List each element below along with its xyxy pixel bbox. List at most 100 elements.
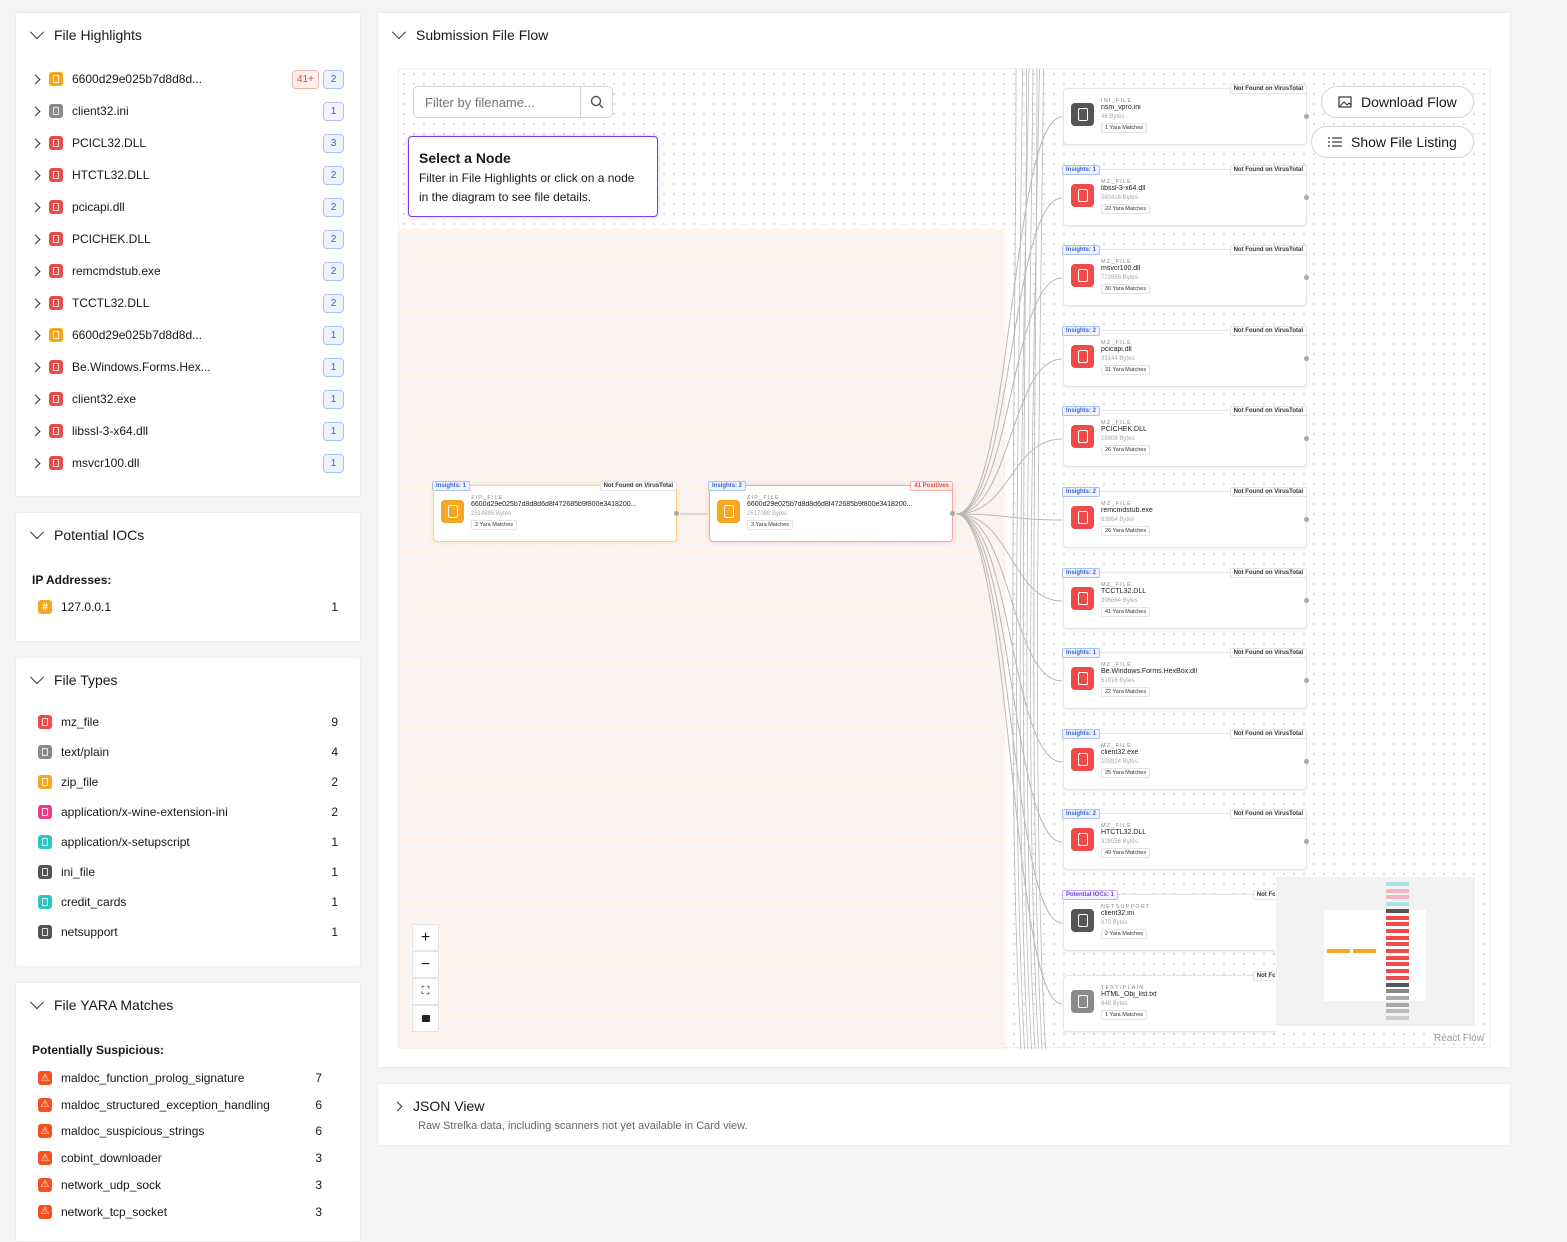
flow-edge	[955, 513, 1063, 843]
flow-edge	[955, 197, 1063, 515]
file-type-item[interactable]: ini_file 1	[38, 862, 338, 882]
fit-view-button[interactable]: ⛶	[412, 978, 439, 1005]
insights-tag: Insights: 2	[1062, 406, 1101, 416]
insights-tag: Insights: 2	[1062, 326, 1101, 336]
flow-node[interactable]: Insights: 2 Not Found on VirusTotal MZ_F…	[1062, 326, 1309, 387]
chevron-right-icon	[30, 106, 41, 116]
node-handle[interactable]	[1304, 275, 1309, 280]
flow-edge	[955, 277, 1063, 515]
file-highlight-item[interactable]: 6600d29e025b7d8d8d... 41+ 2	[30, 68, 344, 90]
warning-icon: ⚠	[38, 1177, 52, 1192]
flow-node[interactable]: Insights: 1 Not Found on VirusTotal MZ_F…	[1062, 648, 1309, 709]
file-highlight-item[interactable]: pcicapi.dll 2	[30, 196, 344, 218]
node-handle[interactable]	[1304, 436, 1309, 441]
minimap[interactable]	[1276, 877, 1475, 1026]
node-handle[interactable]	[1304, 356, 1309, 361]
file-highlight-item[interactable]: client32.ini 1	[30, 100, 344, 122]
file-highlight-item[interactable]: libssl-3-x64.dll 1	[30, 420, 344, 442]
virustotal-tag: Not Found on VirusTotal	[1229, 406, 1307, 416]
count-badge: 3	[323, 133, 344, 153]
file-highlights-header[interactable]: File Highlights	[29, 25, 142, 43]
zoom-out-button[interactable]: −	[412, 951, 439, 978]
file-highlight-item[interactable]: HTCTL32.DLL 2	[30, 164, 344, 186]
file-type-item[interactable]: netsupport 1	[38, 922, 338, 942]
file-type-item[interactable]: zip_file 2	[38, 772, 338, 792]
filter-input[interactable]	[414, 87, 580, 117]
node-handle[interactable]	[1304, 678, 1309, 683]
file-highlight-item[interactable]: 6600d29e025b7d8d8d... 1	[30, 324, 344, 346]
file-type-icon	[1071, 828, 1094, 851]
zoom-in-button[interactable]: +	[412, 924, 439, 951]
file-highlight-item[interactable]: PCICHEK.DLL 2	[30, 228, 344, 250]
flow-node[interactable]: Insights: 2 Not Found on VirusTotal MZ_F…	[1062, 406, 1309, 467]
file-highlight-item[interactable]: TCCTL32.DLL 2	[30, 292, 344, 314]
node-handle[interactable]	[1304, 517, 1309, 522]
flow-node[interactable]: Insights: 2 Not Found on VirusTotal MZ_F…	[1062, 809, 1309, 870]
yara-matches-card: File YARA Matches Potentially Suspicious…	[15, 982, 361, 1242]
file-type-icon	[1071, 425, 1094, 448]
flow-node[interactable]: Insights: 1 Not Found on VirusTotal MZ_F…	[1062, 165, 1309, 226]
flow-edge	[955, 513, 1063, 1005]
file-highlight-item[interactable]: remcmdstub.exe 2	[30, 260, 344, 282]
flow-node[interactable]: Insights: 1 Not Found on VirusTotal MZ_F…	[1062, 729, 1309, 790]
file-type-item[interactable]: application/x-setupscript 1	[38, 832, 338, 852]
ip-addresses-label: IP Addresses:	[32, 573, 112, 587]
yara-match-item[interactable]: ⚠ network_tcp_socket 3	[38, 1202, 322, 1222]
yara-match-item[interactable]: ⚠ maldoc_suspicious_strings 6	[38, 1121, 322, 1141]
node-handle[interactable]	[1304, 598, 1309, 603]
download-flow-button[interactable]: Download Flow	[1321, 86, 1474, 118]
flow-node[interactable]: Not Found on VirusTotal INI_FILE nsm_vpr…	[1063, 84, 1309, 145]
node-handle[interactable]	[1304, 759, 1309, 764]
ioc-item[interactable]: #127.0.0.1 1	[38, 597, 338, 617]
yara-match-item[interactable]: ⚠ cobint_downloader 3	[38, 1148, 322, 1168]
count-badge: 1	[323, 325, 344, 345]
react-flow-attribution[interactable]: React Flow	[1434, 1033, 1485, 1044]
yara-match-item[interactable]: ⚠ maldoc_function_prolog_signature 7	[38, 1068, 322, 1088]
file-types-header[interactable]: File Types	[29, 670, 118, 688]
flow-node[interactable]: Insights: 1 Not Found on VirusTotal ZIP_…	[432, 481, 679, 542]
file-icon	[49, 72, 63, 86]
file-highlights-card: File Highlights 6600d29e025b7d8d8d... 41+…	[15, 12, 361, 497]
node-handle[interactable]	[674, 511, 679, 516]
file-type-item[interactable]: application/x-wine-extension-ini 2	[38, 802, 338, 822]
chevron-right-icon	[30, 202, 41, 212]
file-type-icon	[1071, 345, 1094, 368]
file-highlight-item[interactable]: msvcr100.dll 1	[30, 452, 344, 474]
file-highlight-item[interactable]: Be.Windows.Forms.Hex... 1	[30, 356, 344, 378]
file-type-icon	[38, 835, 52, 849]
flow-node[interactable]: Potential IOCs: 1 Not Found on Vi NETSUP…	[1062, 890, 1275, 951]
flow-node[interactable]: Insights: 2 Not Found on VirusTotal MZ_F…	[1062, 568, 1309, 629]
yara-matches-header[interactable]: File YARA Matches	[29, 995, 173, 1013]
node-handle[interactable]	[1304, 839, 1309, 844]
node-handle[interactable]	[1304, 114, 1309, 119]
yara-match-item[interactable]: ⚠ network_udp_sock 3	[38, 1175, 322, 1195]
search-icon	[590, 95, 603, 109]
yara-match-item[interactable]: ⚠ maldoc_structured_exception_handling 6	[38, 1095, 322, 1115]
node-handle[interactable]	[950, 511, 955, 516]
file-type-item[interactable]: credit_cards 1	[38, 892, 338, 912]
insights-tag: Insights: 1	[1062, 245, 1101, 255]
flow-node[interactable]: Insights: 2 Not Found on VirusTotal MZ_F…	[1062, 487, 1309, 548]
json-view-subtitle: Raw Strelka data, including scanners not…	[418, 1120, 748, 1132]
show-file-listing-button[interactable]: Show File Listing	[1311, 126, 1474, 158]
potential-iocs-header[interactable]: Potential IOCs	[29, 525, 144, 543]
json-view-header[interactable]: JSON View	[392, 1098, 484, 1114]
json-view-card[interactable]: JSON View Raw Strelka data, including sc…	[377, 1083, 1511, 1146]
file-type-icon	[38, 775, 52, 789]
node-handle[interactable]	[1304, 195, 1309, 200]
lock-button[interactable]	[412, 1005, 439, 1032]
list-icon	[1328, 137, 1342, 147]
flow-node[interactable]: Not Found on Vi TEXT/PLAIN HTML_Obj_list…	[1063, 971, 1275, 1032]
file-type-item[interactable]: mz_file 9	[38, 712, 338, 732]
chevron-right-icon	[30, 362, 41, 372]
file-highlight-item[interactable]: PCICL32.DLL 3	[30, 132, 344, 154]
file-type-icon	[1071, 184, 1094, 207]
flow-node[interactable]: Insights: 2 41 Positives ZIP_FILE 6600d2…	[708, 481, 955, 542]
submission-flow-header[interactable]: Submission File Flow	[391, 25, 548, 43]
file-highlight-item[interactable]: client32.exe 1	[30, 388, 344, 410]
file-icon	[49, 328, 63, 342]
flow-node[interactable]: Insights: 1 Not Found on VirusTotal MZ_F…	[1062, 245, 1309, 306]
search-button[interactable]	[580, 87, 612, 117]
file-type-item[interactable]: text/plain 4	[38, 742, 338, 762]
file-type-icon	[38, 865, 52, 879]
